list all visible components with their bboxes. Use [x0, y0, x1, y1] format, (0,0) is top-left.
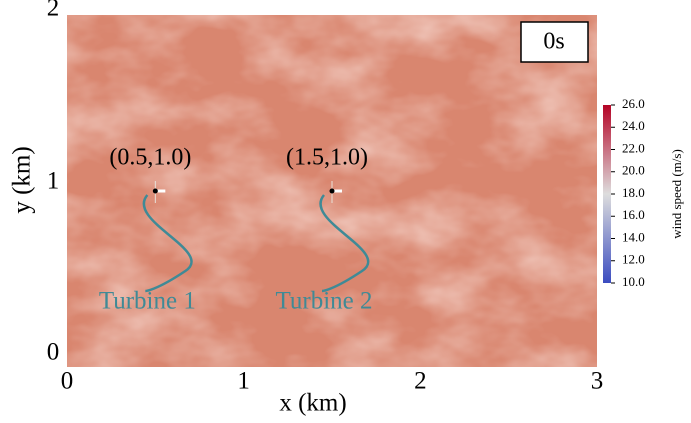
leader-line: [319, 194, 370, 293]
time-label: 0s: [543, 29, 564, 55]
y-tick-label: 0: [47, 339, 60, 366]
leader-line: [142, 194, 193, 293]
colorbar-tick-label: 14.0: [622, 229, 645, 244]
x-tick-label: 3: [591, 368, 604, 395]
x-axis-label: x (km): [279, 390, 346, 417]
y-tick-label: 1: [47, 168, 60, 195]
turbine-coordinate: (1.5,1.0): [286, 145, 368, 171]
colorbar-tick-label: 22.0: [622, 140, 645, 155]
colorbar-tick-label: 16.0: [622, 207, 645, 222]
colorbar-tick-label: 12.0: [622, 252, 645, 267]
turbine-name: Turbine 2: [275, 288, 372, 315]
x-tick-label: 2: [414, 368, 427, 395]
colorbar-label: wind speed (m/s): [669, 149, 684, 239]
y-tick-label: 2: [47, 0, 60, 22]
y-axis-label: y (km): [9, 146, 36, 213]
colorbar-tick-label: 18.0: [622, 185, 645, 200]
colorbar-tick-label: 10.0: [622, 274, 645, 289]
colorbar-tick-label: 20.0: [622, 163, 645, 178]
x-tick-label: 0: [61, 368, 74, 395]
turbine-coordinate: (0.5,1.0): [109, 145, 191, 171]
colorbar: [603, 105, 611, 283]
time-box: [520, 21, 589, 63]
turbine-name: Turbine 1: [99, 288, 196, 315]
colorbar-tick-label: 26.0: [622, 96, 645, 111]
x-tick-label: 1: [237, 368, 250, 395]
turbine: [329, 188, 335, 194]
colorbar-tick-label: 24.0: [622, 118, 645, 133]
turbine: [152, 188, 158, 194]
